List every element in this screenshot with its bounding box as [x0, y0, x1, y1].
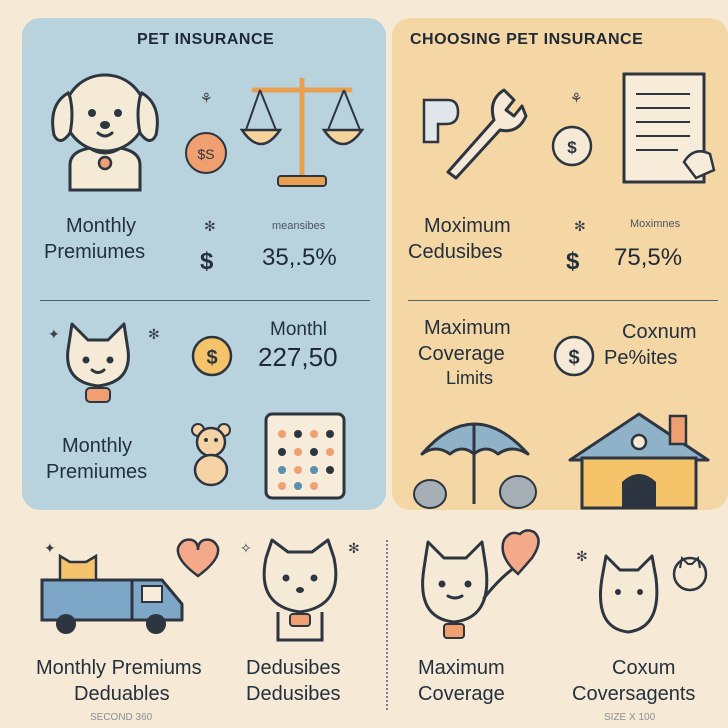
divider	[40, 300, 370, 301]
cat-icon	[66, 322, 130, 403]
house-icon	[568, 412, 710, 510]
coin-icon: $	[551, 125, 593, 167]
right-row2-label-2: Coverage	[418, 343, 505, 365]
right-row2-label-3: Limits	[446, 368, 494, 388]
sparkle-icon: ✻	[574, 218, 586, 234]
right-row1-value: 75,5%	[614, 244, 683, 271]
truck-icon	[40, 553, 184, 634]
calendar-icon	[264, 412, 346, 500]
right-row1-label-1: Moximum	[424, 215, 511, 237]
panel-title-right: CHOOSING PET INSURANCE	[410, 31, 644, 48]
sparkle-icon: ✻	[576, 548, 588, 564]
coin-label: $S	[197, 146, 214, 162]
footer-left: SECOND 360	[90, 712, 153, 723]
left-row2-small: Monthl	[270, 319, 328, 340]
coin-icon: $	[191, 335, 233, 377]
left-row2-value: 227,50	[258, 342, 338, 372]
dollar-icon: $	[200, 248, 214, 275]
sparkle-icon: ⚘	[570, 90, 583, 106]
dog-icon	[262, 538, 338, 642]
bottom-col1-line1: Monthly Premiums	[36, 657, 202, 679]
right-row1-label-2: Cedusibes	[408, 241, 503, 263]
sparkle-icon: ✦	[44, 540, 56, 556]
sparkle-icon: ⚘	[200, 90, 213, 106]
teddy-bear-icon	[191, 423, 231, 487]
cat-with-balloon-icon	[421, 529, 540, 639]
dog-icon	[51, 73, 159, 192]
coin-dollar: $	[567, 138, 577, 157]
right-row2-value-1: Coxnum	[622, 321, 697, 343]
sparkle-icon: ✧	[240, 540, 252, 556]
sparkle-icon: ✦	[48, 326, 60, 342]
left-row3-label-1: Monthly	[62, 435, 133, 457]
document-icon	[622, 72, 716, 184]
cat-icon	[599, 554, 708, 634]
bottom-col2-line2: Dedusibes	[246, 683, 341, 705]
sparkle-icon: ✻	[148, 326, 160, 342]
coin-icon: $	[553, 335, 595, 377]
right-row2-label-1: Maximum	[424, 317, 511, 339]
left-row3-label-2: Premiumes	[46, 461, 148, 483]
bottom-col4-line1: Coxum	[612, 657, 676, 679]
sparkle-icon: ✻	[348, 540, 360, 556]
dotted-separator	[386, 540, 388, 710]
footer-right: SIZE X 100	[604, 712, 656, 723]
sparkle-icon: ✻	[204, 218, 216, 234]
left-row1-label-2: Premiumes	[44, 241, 146, 263]
umbrella-icon	[413, 422, 537, 509]
balance-scale-icon	[239, 78, 365, 187]
bottom-col4-line2: Coversagents	[572, 683, 696, 705]
bottom-col1-line2: Deduables	[74, 683, 170, 705]
dollar-icon: $	[566, 248, 580, 275]
bottom-col2-line1: Dedusibes	[246, 657, 341, 679]
heart-icon	[176, 538, 220, 578]
panel-title-left: PET INSURANCE	[137, 31, 275, 48]
bottom-col3-line1: Maximum	[418, 657, 505, 679]
coin-icon: $S	[185, 132, 227, 174]
right-row2-value-2: Pe%ites	[604, 347, 678, 369]
coin-dollar: $	[568, 347, 579, 369]
left-row1-label-1: Monthly	[66, 215, 137, 237]
divider	[408, 300, 718, 301]
coin-dollar: $	[206, 347, 217, 369]
right-row1-small: Moximnes	[630, 218, 681, 230]
bottom-col3-line2: Coverage	[418, 683, 505, 705]
wrench-icon	[422, 88, 528, 180]
left-row1-small: meansibes	[272, 220, 326, 232]
left-row1-value: 35,.5%	[262, 244, 337, 271]
